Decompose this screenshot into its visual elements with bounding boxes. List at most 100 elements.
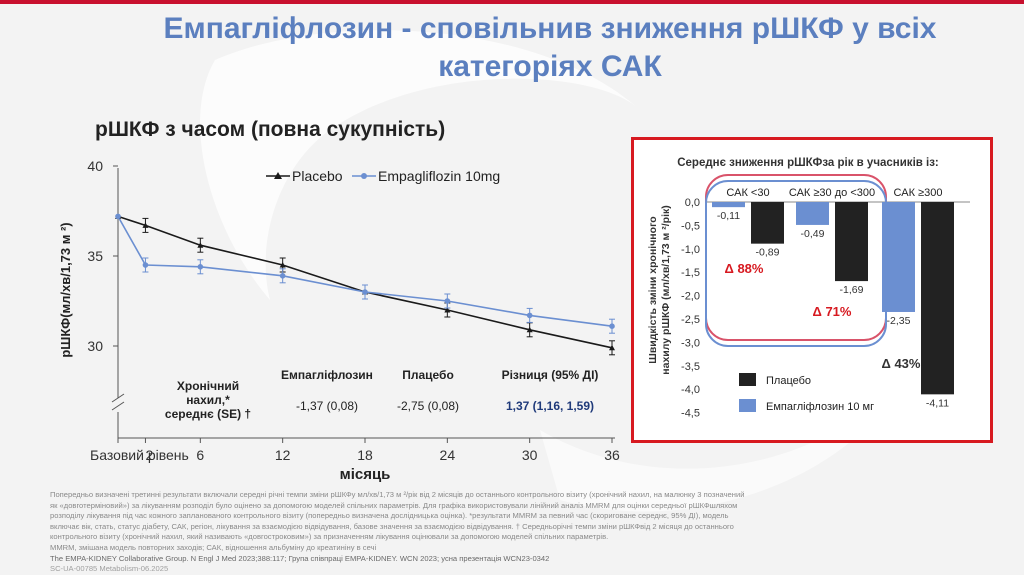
slope-table: Емпагліфлозин Плацебо Різниця (95% ДІ) Х…	[165, 368, 599, 421]
bar-category-label: САК <30	[726, 187, 769, 199]
bar-legend-empa-label: Емпагліфлозин 10 мг	[766, 401, 874, 413]
placebo-point	[526, 326, 533, 333]
bar-y-axis-label-line2: нахилу рШКФ (мл/хв/1,73 м ²/рік)	[660, 205, 672, 374]
x-tick-label: 36	[604, 447, 620, 463]
line-chart-title: рШКФ з часом (повна сукупність)	[95, 118, 446, 141]
placebo-point	[609, 344, 615, 351]
bar-y-tick-label: -2,5	[681, 314, 700, 326]
x-tick-label: 6	[196, 447, 204, 463]
placebo-bar	[835, 202, 868, 282]
bar-series-group: -0,11 -0,89 -0,49 -1,69 -2,35 -4,11	[712, 202, 954, 409]
table-header-placebo: Плацебо	[402, 368, 454, 382]
bar-y-axis-label: Швидкість зміни хронічного нахилу рШКФ (…	[647, 205, 672, 374]
footnote-line-3: розподілу лікування під час кожного запл…	[50, 511, 729, 521]
x-axis-label: місяць	[340, 466, 391, 483]
table-row-label-1: Хронічний	[177, 379, 239, 393]
empagliflozin-point	[526, 312, 533, 319]
x-tick-label: 12	[275, 447, 291, 463]
legend-empa-marker	[361, 173, 367, 179]
placebo-point	[279, 262, 286, 268]
footnote-line-1: Попередньо визначені третинні результати…	[50, 490, 745, 499]
delta-annotation-3: Δ 43%	[882, 356, 921, 371]
bar-y-tick-label: -3,5	[681, 361, 700, 373]
bar-value-label: -0,11	[717, 210, 740, 222]
footnote-line-5: контрольного візиту (хронічний нахил, як…	[50, 532, 609, 542]
placebo-point	[197, 242, 204, 248]
empagliflozin-line	[117, 216, 613, 327]
legend-placebo-marker	[274, 172, 282, 179]
footnote-line-2: як «довготерміновий») за лікуванням розп…	[50, 500, 738, 510]
x-tick-label: 30	[522, 447, 538, 463]
y-axis-break-2	[111, 401, 125, 411]
placebo-bar	[921, 202, 954, 395]
empagliflozin-point	[115, 213, 121, 220]
empagliflozin-bar	[882, 202, 915, 312]
bar-y-tick-label: -4,5	[681, 408, 700, 420]
footnote-line-4: включає вік, стать, статус діабету, САК,…	[50, 521, 734, 531]
bar-y-tick-label: -3,0	[681, 337, 700, 349]
bar-y-tick-label: -1,5	[681, 267, 700, 279]
footnote-line-7: The EMPA-KIDNEY Collaborative Group. N E…	[50, 553, 550, 563]
empagliflozin-point	[609, 323, 615, 330]
footnote-line-6: MMRM, змішана модель повторних заходів; …	[50, 542, 377, 552]
table-header-difference: Різниця (95% ДІ)	[502, 368, 599, 382]
x-tick-label: 24	[440, 447, 456, 463]
x-tick-label: 18	[357, 447, 373, 463]
footnote-line-8: SC-UA-00785 Metabolism-06.2025	[50, 564, 169, 574]
empagliflozin-bar	[796, 202, 829, 225]
bar-chart-title: Середнє зниження рШКФза рік в учасників …	[677, 157, 939, 169]
bar-value-label: -1,69	[840, 284, 864, 296]
slide-title: Емпагліфлозин - сповільнив зниження рШКФ…	[80, 10, 1020, 86]
bar-y-tick-label: -0,5	[681, 220, 700, 232]
legend-empa-label: Empagliflozin 10mg	[378, 168, 500, 184]
empagliflozin-point	[279, 273, 286, 279]
empagliflozin-point	[362, 289, 368, 295]
y-tick-label: 30	[87, 338, 103, 354]
line-series-group	[115, 213, 615, 356]
legend-placebo-swatch	[739, 373, 756, 386]
y-axis-label: рШКФ(мл/хв/1,73 м ²)	[58, 222, 73, 357]
line-chart-legend: Placebo Empagliflozin 10mg	[266, 168, 500, 184]
bar-category-label: САК ≥30 до <300	[789, 187, 875, 199]
bar-chart-legend: Плацебо Емпагліфлозин 10 мг	[739, 373, 874, 413]
bar-value-label: -0,49	[801, 228, 825, 240]
bar-category-label: САК ≥300	[894, 187, 943, 199]
placebo-line	[117, 215, 613, 349]
empagliflozin-point	[444, 298, 451, 304]
y-tick-label: 35	[87, 248, 103, 264]
empagliflozin-point	[142, 262, 149, 268]
bar-chart-ticks: 0,0 -0,5 -1,0 -1,5 -2,0 -2,5 -3,0 -3,5 -4,0 -4,5 С…	[681, 187, 942, 420]
table-row-label-2: нахил,*	[186, 393, 230, 407]
placebo-point	[444, 307, 451, 313]
empagliflozin-bar	[712, 202, 745, 208]
table-header-empa: Емпагліфлозин	[281, 368, 373, 382]
title-line-2: категоріях САК	[438, 50, 662, 83]
table-row-label-3: середнє (SE) †	[165, 407, 251, 421]
footnote: Попередньо визначені третинні результати…	[50, 490, 930, 575]
empagliflozin-point	[197, 264, 204, 270]
delta-annotation-2: Δ 71%	[813, 304, 852, 319]
y-axis-break-1	[111, 393, 125, 403]
line-chart-ticks: 40 35 30 2 6 12 18 24 30 36 Базовий рівень	[87, 158, 620, 463]
bar-y-tick-label: -1,0	[681, 244, 700, 256]
bar-y-tick-label: -4,0	[681, 384, 700, 396]
legend-empa-swatch	[739, 399, 756, 412]
bar-legend-placebo-label: Плацебо	[766, 375, 811, 387]
highlight-frame-blue	[705, 180, 887, 347]
legend-placebo-label: Placebo	[292, 168, 343, 184]
table-value-difference: 1,37 (1,16, 1,59)	[506, 399, 594, 413]
bar-y-tick-label: -2,0	[681, 291, 700, 303]
placebo-point	[142, 222, 149, 228]
bar-y-axis-label-line1: Швидкість зміни хронічного	[647, 216, 659, 363]
bar-value-label: -0,89	[756, 247, 780, 259]
table-value-empa: -1,37 (0,08)	[296, 399, 358, 413]
x-tick-label-baseline: Базовий рівень	[90, 447, 189, 463]
bar-value-label: -4,11	[926, 397, 949, 409]
bar-value-label: -2,35	[887, 315, 911, 327]
x-tick-label: 2	[146, 447, 154, 463]
delta-annotation-1: Δ 88%	[725, 261, 764, 276]
title-line-1: Емпагліфлозин - сповільнив зниження рШКФ…	[163, 12, 937, 45]
